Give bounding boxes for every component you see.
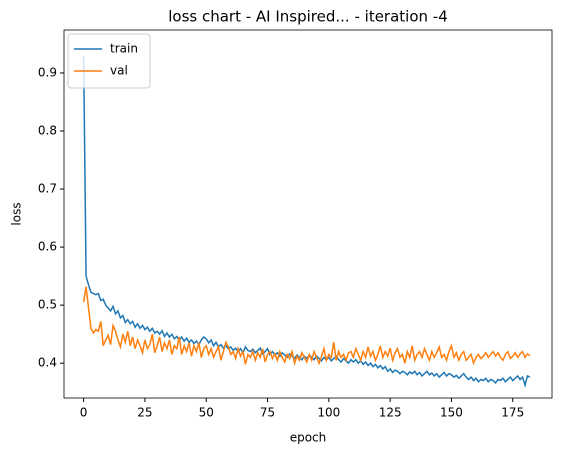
legend-label: val (110, 64, 128, 78)
y-tick-label: 0.8 (38, 123, 57, 137)
legend-box (67, 33, 151, 89)
plot-frame (63, 29, 553, 399)
x-tick-label: 125 (379, 406, 402, 420)
x-tick-label: 100 (317, 406, 340, 420)
x-tick-label: 75 (260, 406, 275, 420)
x-tick-label: 175 (501, 406, 524, 420)
y-tick-label: 0.5 (38, 298, 57, 312)
x-axis-label: epoch (290, 431, 327, 445)
y-tick-label: 0.9 (38, 65, 57, 79)
x-tick-label: 25 (137, 406, 152, 420)
chart-title: loss chart - AI Inspired... - iteration … (168, 8, 448, 26)
line-series (82, 55, 531, 388)
y-tick-label: 0.6 (38, 240, 57, 254)
x-tick-label: 50 (199, 406, 214, 420)
legend-label: train (110, 42, 138, 56)
y-axis-label: loss (10, 202, 24, 225)
x-tick-label: 0 (80, 406, 88, 420)
y-tick-label: 0.4 (38, 356, 57, 370)
y-tick-label: 0.7 (38, 182, 57, 196)
x-tick-label: 150 (440, 406, 463, 420)
line-series (82, 286, 531, 366)
